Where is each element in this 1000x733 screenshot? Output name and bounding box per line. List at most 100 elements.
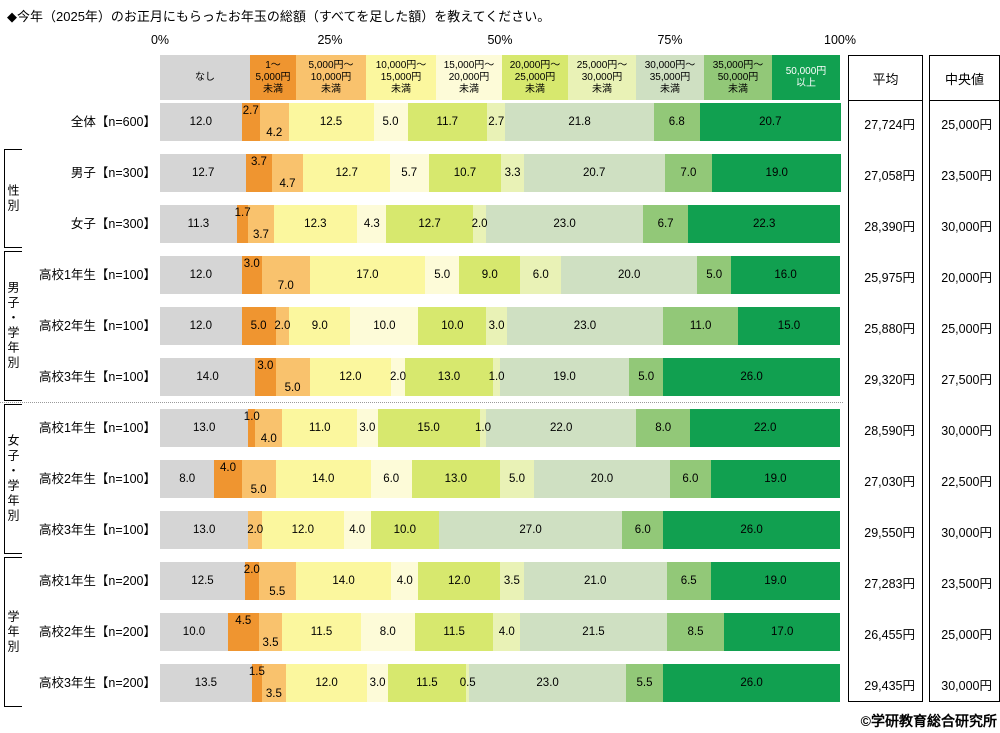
- segment-value-label: 2.0: [471, 218, 488, 230]
- gender-group-separator: [0, 402, 843, 403]
- bar-segment: [486, 307, 507, 345]
- row-label: 高校3年生【n=100】: [38, 370, 156, 384]
- bar-segment: [501, 154, 524, 192]
- legend-item-label: 30,000円: [581, 71, 623, 83]
- segment-value-label: 11.7: [436, 116, 459, 128]
- segment-value-label: 27.0: [519, 524, 542, 536]
- segment-value-label: 6.0: [682, 473, 699, 485]
- median-value: 20,000円: [941, 270, 992, 285]
- segment-value-label: 8.5: [687, 626, 704, 638]
- bar-segment: [663, 358, 840, 396]
- segment-value-label: 5.0: [434, 269, 451, 281]
- bar-segment: [248, 205, 274, 243]
- bar-segment: [282, 613, 361, 651]
- bar-segment: [236, 205, 249, 243]
- bar-segment: [459, 256, 521, 294]
- segment-value-label: 13.0: [192, 524, 216, 536]
- bar-segment: [534, 460, 670, 498]
- segment-value-label: 3.0: [359, 422, 376, 434]
- segment-value-label: 13.0: [437, 371, 461, 383]
- legend-item-4: 15,000円～ 20,000円 未満: [436, 55, 502, 100]
- segment-value-label: 4.7: [279, 178, 296, 190]
- bar-segment: [386, 205, 473, 243]
- bar-row: 13.5 1.5 3.5 12.0 3.0 11.5 0.5 23.0 5.5 26.0: [160, 664, 840, 702]
- segment-value-label: 5.0: [509, 473, 525, 485]
- row-label: 高校3年生【n=200】: [38, 676, 156, 690]
- segment-value-label: 10.0: [373, 320, 396, 332]
- bar-segment: [275, 460, 371, 498]
- segment-value-label: 17.0: [356, 269, 379, 281]
- segment-value-label: 4.0: [498, 626, 515, 638]
- segment-value-label: 13.5: [194, 677, 218, 689]
- bar-row: 10.0 4.5 3.5 11.5 8.0 11.5 4.0 21.5 8.5 17.0: [160, 613, 840, 651]
- segment-value-label: 7.0: [680, 167, 697, 179]
- segment-value-label: 21.5: [582, 626, 605, 638]
- bar-segment: [664, 154, 713, 192]
- segment-value-label: 14.0: [196, 371, 219, 383]
- legend-item-1: 1～ 5,000円 未満: [250, 55, 296, 100]
- bar-row: 11.3 1.7 3.7 12.3 4.3 12.7 2.0 23.0 6.7 22.3: [160, 205, 840, 243]
- bar-segment: [309, 358, 392, 396]
- bar-segment: [160, 103, 242, 141]
- segment-value-label: 20.0: [590, 473, 614, 485]
- bar-segment: [415, 613, 494, 651]
- row-label: 高校2年生【n=200】: [38, 625, 156, 639]
- bar-segment: [500, 358, 630, 396]
- legend-item-label: なし: [195, 71, 215, 83]
- segment-value-label: 0.5: [459, 677, 476, 689]
- median-value: 30,000円: [941, 678, 992, 693]
- bar-segment: [258, 613, 283, 651]
- legend-item-8: 35,000円～ 50,000円 未満: [704, 55, 772, 100]
- segment-value-label: 19.0: [765, 167, 788, 179]
- bar-segment: [690, 409, 840, 447]
- segment-value-label: 6.5: [680, 575, 697, 587]
- row-label: 女子【n=300】: [70, 217, 156, 231]
- segment-value-label: 5.0: [638, 371, 655, 383]
- bar-row: 13.0 1.0 4.0 11.0 3.0 15.0 1.0 22.0 8.0 22.0: [160, 409, 840, 447]
- segment-value-label: 22.0: [753, 422, 777, 434]
- segment-value-label: 12.0: [189, 269, 212, 281]
- legend-item-label: 15,000円～: [443, 59, 495, 71]
- bar-segment: [731, 256, 840, 294]
- bar-segment: [214, 460, 242, 498]
- segment-value-label: 3.7: [250, 156, 267, 168]
- bar-segment: [387, 664, 466, 702]
- segment-value-label: 4.0: [349, 524, 366, 536]
- segment-value-label: 3.3: [504, 167, 521, 179]
- bar-segment: [160, 307, 242, 345]
- segment-value-label: 6.0: [634, 524, 651, 536]
- bar-segment: [275, 358, 310, 396]
- segment-value-label: 13.0: [444, 473, 467, 485]
- mean-value: 27,058円: [864, 168, 915, 183]
- segment-value-label: 22.0: [549, 422, 573, 434]
- row-label: 全体【n=600】: [70, 115, 156, 129]
- bar-segment: [251, 664, 262, 702]
- bar-segment: [670, 460, 711, 498]
- bar-segment: [248, 511, 262, 549]
- segment-value-label: 4.0: [260, 433, 277, 445]
- bar-row: 12.7 3.7 4.7 12.7 5.7 10.7 3.3 20.7 7.0 19.0: [160, 154, 842, 192]
- segment-value-label: 8.0: [655, 422, 672, 434]
- segment-value-label: 2.0: [274, 320, 291, 332]
- bar-segment: [404, 358, 494, 396]
- bar-segment: [653, 103, 700, 141]
- bar-segment: [262, 256, 310, 294]
- bar-segment: [160, 205, 237, 243]
- bar-segment: [391, 562, 419, 600]
- segment-value-label: 26.0: [740, 524, 763, 536]
- bar-segment: [343, 511, 371, 549]
- legend-item-5: 20,000円～ 25,000円 未満: [502, 55, 568, 100]
- segment-value-label: 14.0: [332, 575, 355, 587]
- bar-segment: [506, 307, 664, 345]
- bar-segment: [241, 460, 276, 498]
- segment-value-label: 6.8: [668, 116, 685, 128]
- chart-title: ◆今年（2025年）のお正月にもらったお年玉の総額（すべてを足した額）を教えてく…: [7, 9, 551, 24]
- bar-segment: [389, 154, 429, 192]
- legend-item-label: 未満: [660, 83, 680, 95]
- group-label: 性別: [6, 183, 20, 214]
- bar-segment: [438, 511, 623, 549]
- segment-value-label: 2.0: [247, 524, 264, 536]
- mean-value: 27,724円: [864, 117, 915, 132]
- segment-value-label: 2.0: [390, 371, 406, 383]
- bar-segment: [262, 511, 344, 549]
